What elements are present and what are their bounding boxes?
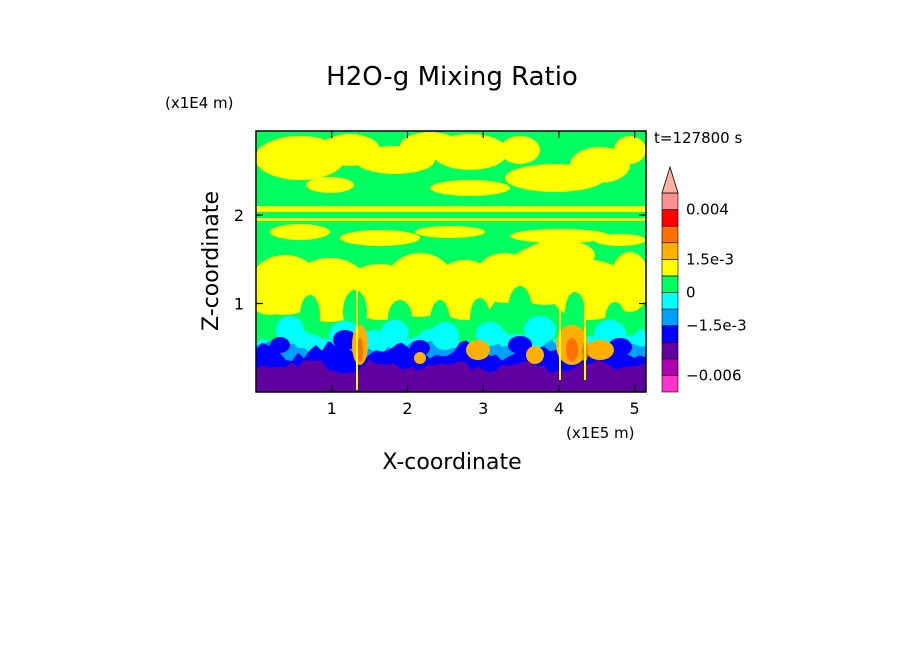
mid-patch (594, 234, 646, 246)
band-upper (256, 206, 646, 212)
y-tick-label: 2 (234, 206, 244, 225)
mid-layer-patch (525, 240, 595, 270)
x-axis-label: X-coordinate (382, 450, 521, 475)
x-tick-label: 1 (327, 399, 337, 418)
colorbar-label: 1.5e-3 (686, 250, 734, 268)
plume-blob (410, 340, 430, 356)
colorbar: 0.004 1.5e-3 0 −1.5e-3 −0.006 (661, 165, 747, 393)
convective-core (566, 338, 578, 362)
colorbar-label: 0 (686, 284, 696, 302)
y-axis-label: Z-coordinate (199, 191, 224, 331)
upper-moist-patch (306, 177, 354, 193)
colorbar-label: −1.5e-3 (686, 317, 747, 335)
convective-core (357, 338, 363, 362)
upper-moist-patch (500, 136, 540, 164)
colorbar-segment (661, 341, 679, 360)
plume-blob (381, 320, 409, 344)
upper-moist-patch (430, 180, 510, 196)
mid-patch (510, 229, 610, 243)
x-tick-label: 5 (630, 399, 640, 418)
green-intrusion (565, 292, 585, 332)
colorbar-label: −0.006 (686, 366, 742, 384)
band-gap (256, 212, 646, 218)
heatmap-field (256, 131, 646, 392)
plot-frame (255, 130, 647, 393)
x-tick-label: 4 (554, 399, 564, 418)
plume-blob (276, 316, 304, 344)
y-tick-label: 1 (234, 295, 244, 314)
green-intrusion (508, 286, 532, 334)
plume-blob (431, 322, 459, 350)
convective-cell (586, 340, 614, 360)
time-label: t=127800 s (654, 129, 742, 147)
x-tick-label: 2 (402, 399, 412, 418)
upper-moist-patch (570, 147, 630, 183)
mid-layer-patch (256, 285, 290, 315)
plume-blob (524, 316, 556, 344)
y-axis-unit: (x1E4 m) (165, 94, 234, 112)
plume-blob (508, 336, 532, 354)
colorbar-segment (661, 358, 679, 376)
x-axis-unit: (x1E5 m) (566, 424, 635, 442)
colorbar-segment (661, 225, 679, 244)
colorbar-segment (661, 242, 679, 260)
band-lower (256, 218, 646, 221)
convective-cell (466, 340, 490, 360)
green-intrusion (300, 295, 320, 335)
mid-patch (270, 224, 330, 240)
colorbar-segment (661, 259, 679, 277)
upper-moist-patch (614, 136, 646, 164)
lower-layer (256, 359, 646, 392)
colorbar-segment (661, 292, 679, 310)
convective-cell (526, 346, 544, 364)
colorbar-segment (661, 375, 679, 393)
convective-cell (414, 352, 426, 364)
colorbar-segment (661, 192, 679, 210)
x-axis-ticks: 1 2 3 4 5 (327, 131, 640, 418)
mid-patch (415, 226, 485, 238)
mid-layer-patch (610, 252, 646, 312)
plume-blob (608, 338, 632, 356)
plume-blob (476, 322, 504, 346)
colorbar-label: 0.004 (686, 201, 729, 219)
y-axis-ticks: 12 (234, 206, 646, 314)
colorbar-segment (661, 275, 679, 293)
colorbar-segment (661, 209, 679, 227)
mid-patch (340, 230, 420, 246)
plume-blob (270, 337, 290, 353)
plume-blob (333, 330, 357, 350)
chart-title: H2O-g Mixing Ratio (326, 62, 578, 92)
colorbar-extend-arrow (661, 165, 679, 194)
upper-moist-patch (432, 134, 508, 170)
colorbar-segment (661, 308, 679, 326)
colorbar-segment (661, 325, 679, 343)
x-tick-label: 3 (478, 399, 488, 418)
